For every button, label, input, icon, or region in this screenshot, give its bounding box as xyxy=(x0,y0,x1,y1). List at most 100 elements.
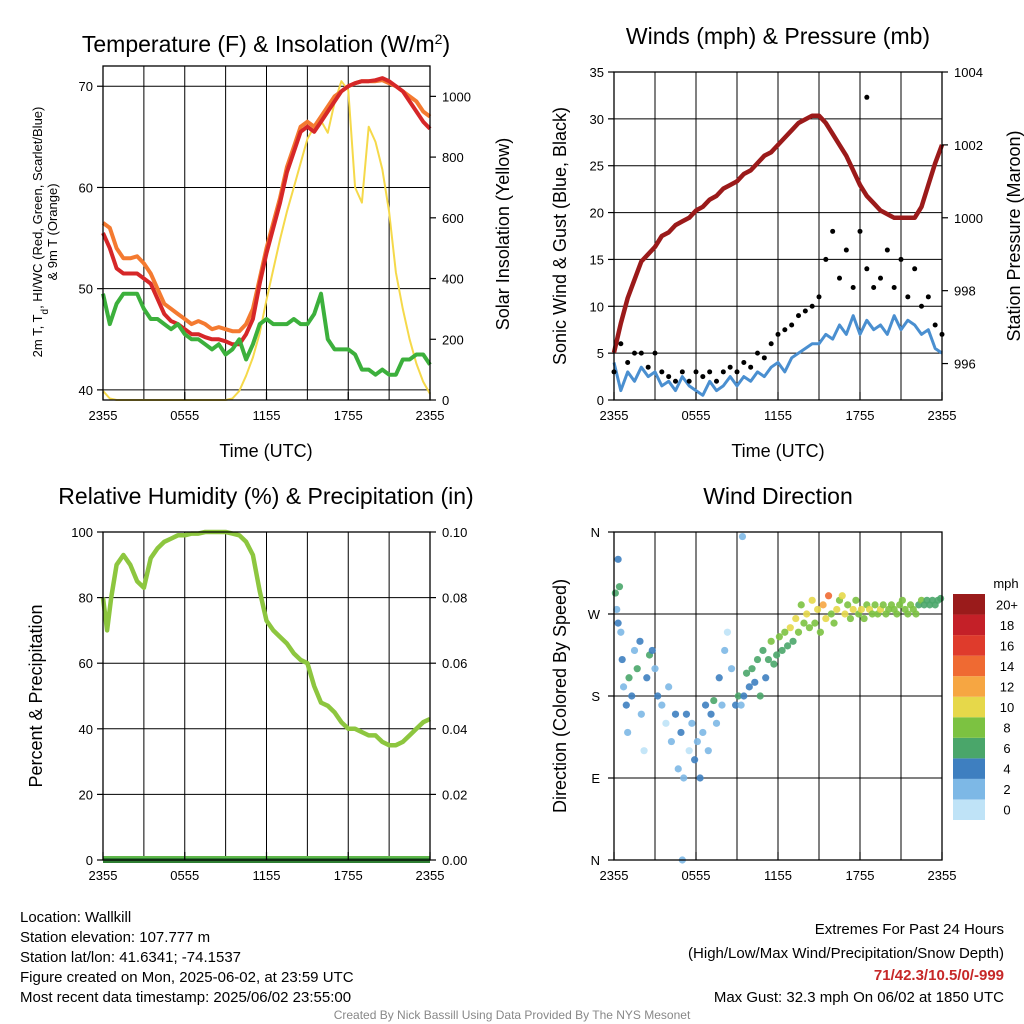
direction-point xyxy=(718,701,726,709)
gust-point xyxy=(816,294,822,300)
direction-point xyxy=(860,614,868,623)
direction-point xyxy=(852,596,860,604)
gust-point xyxy=(632,350,637,356)
direction-point xyxy=(857,605,865,614)
direction-point xyxy=(846,614,855,623)
direction-point xyxy=(696,774,704,782)
colorbar-swatch xyxy=(953,676,985,697)
direction-point xyxy=(759,646,767,655)
gust-point xyxy=(850,285,856,291)
direction-point xyxy=(693,737,701,746)
direction-point xyxy=(833,605,841,614)
direction-point xyxy=(651,665,659,673)
direction-point xyxy=(654,692,662,700)
y2-tick-label: 998 xyxy=(954,284,976,299)
x-tick-label: 1755 xyxy=(334,408,363,423)
gust-point xyxy=(693,369,699,375)
humidity-title: Relative Humidity (%) & Precipitation (i… xyxy=(58,483,473,509)
station-info: Location: Wallkill Station elevation: 10… xyxy=(20,909,354,1006)
colorbar-label: 4 xyxy=(1003,762,1010,777)
direction-point xyxy=(775,633,783,641)
colorbar-swatch xyxy=(953,737,985,759)
gust-point xyxy=(809,303,815,309)
series-line-relative-humidity xyxy=(100,529,431,748)
x-tick-label: 2355 xyxy=(600,868,629,883)
credit-text: Created By Nick Bassill Using Data Provi… xyxy=(334,1008,691,1022)
gust-point xyxy=(645,364,651,370)
colorbar-swatch xyxy=(953,655,985,677)
y-tick-label: E xyxy=(591,771,600,786)
y-tick-label: 70 xyxy=(79,79,93,94)
x-tick-label: 1155 xyxy=(764,408,792,423)
direction-point xyxy=(712,719,721,727)
direction-point xyxy=(740,692,748,700)
gust-point xyxy=(734,369,740,375)
y-tick-label: N xyxy=(591,525,600,540)
direction-point xyxy=(827,610,835,618)
elevation-text: Station elevation: 107.777 m xyxy=(20,929,210,946)
direction-point xyxy=(715,674,723,682)
colorbar-swatch xyxy=(953,696,985,718)
temperature-x-axis-label: Time (UTC) xyxy=(219,441,312,461)
direction-point xyxy=(751,678,759,686)
direction-point xyxy=(764,655,773,664)
direction-point xyxy=(615,583,624,591)
direction-point xyxy=(732,701,740,709)
gust-point xyxy=(802,308,808,314)
gust-point xyxy=(823,256,829,262)
y-tick-label: 0 xyxy=(86,853,93,868)
direction-point xyxy=(822,614,830,623)
gust-point xyxy=(652,350,658,356)
x-tick-label: 0555 xyxy=(170,408,199,423)
x-tick-label: 2355 xyxy=(416,868,445,883)
temperature-y-axis-label-line2: & 9m T (Orange) xyxy=(45,183,60,280)
direction-point xyxy=(893,610,901,618)
y-tick-label: 20 xyxy=(590,206,604,221)
y2-tick-label: 0.04 xyxy=(442,722,467,737)
gust-point xyxy=(919,303,924,309)
colorbar-swatch xyxy=(953,614,985,636)
direction-point xyxy=(658,701,666,709)
direction-point xyxy=(628,692,636,700)
colorbar-label: 0 xyxy=(1003,803,1010,818)
y2-tick-label: 1000 xyxy=(442,89,471,104)
direction-point xyxy=(738,532,747,541)
pressure-y-axis-label: Station Pressure (Maroon) xyxy=(1004,130,1024,341)
x-tick-label: 1755 xyxy=(334,868,363,883)
direction-point xyxy=(734,692,742,700)
gust-point xyxy=(782,327,788,333)
y2-tick-label: 996 xyxy=(954,357,976,372)
colorbar-swatch xyxy=(953,758,985,779)
temperature-title: Temperature (F) & Insolation (W/m2) xyxy=(82,31,450,57)
series-line-station-pressure xyxy=(611,113,945,354)
direction-point xyxy=(613,605,621,614)
winds-x-axis-label: Time (UTC) xyxy=(731,441,824,461)
y2-tick-label: 0.02 xyxy=(442,787,467,802)
gust-point xyxy=(775,331,781,337)
direction-point xyxy=(937,594,945,603)
direction-point xyxy=(723,628,732,636)
direction-point xyxy=(622,701,630,709)
direction-point xyxy=(819,601,827,609)
colorbar-label: 6 xyxy=(1003,741,1010,756)
direction-point xyxy=(665,683,673,691)
y2-tick-label: 400 xyxy=(442,272,464,287)
gust-point xyxy=(871,285,877,291)
y-tick-label: 15 xyxy=(590,252,604,267)
direction-point xyxy=(789,637,797,645)
y2-tick-label: 800 xyxy=(442,150,464,165)
gust-point xyxy=(878,275,883,281)
direction-point xyxy=(814,605,822,614)
gust-point xyxy=(755,350,760,356)
gust-point xyxy=(912,266,918,272)
gust-point xyxy=(864,94,870,100)
gust-point xyxy=(625,360,631,366)
direction-point xyxy=(677,728,685,737)
direction-point xyxy=(742,669,751,677)
temperature-panel: Temperature (F) & Insolation (W/m2) 2355… xyxy=(30,31,513,461)
location-text: Location: Wallkill xyxy=(20,909,131,926)
direction-point xyxy=(824,592,833,600)
direction-point xyxy=(680,774,688,782)
direction-point xyxy=(619,683,628,691)
y-tick-label: 40 xyxy=(79,722,93,737)
